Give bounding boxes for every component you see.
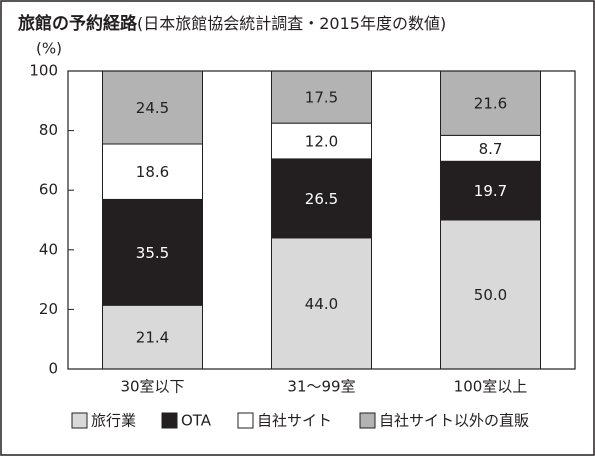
bar-segment [102, 70, 203, 145]
y-tick-label: 0 [48, 360, 58, 378]
legend-label: 自社サイト以外の直販 [379, 412, 529, 430]
legend-swatch [359, 412, 376, 429]
value-label: 21.4 [136, 329, 169, 347]
bar-segment [102, 304, 203, 370]
plot-frame [67, 70, 576, 370]
x-tick-label: 100室以上 [454, 378, 528, 396]
value-label: 50.0 [474, 286, 507, 304]
chart-subtitle: (日本旅館協会統計調査・2015年度の数値) [137, 14, 446, 33]
legend-label: OTA [181, 412, 212, 430]
y-tick-label: 20 [39, 300, 58, 318]
bar-segment [102, 198, 203, 306]
bar-segment [271, 122, 372, 160]
value-label: 12.0 [305, 133, 338, 151]
value-label: 26.5 [305, 190, 338, 208]
y-tick-label: 40 [39, 240, 58, 258]
legend-label: 自社サイト [257, 412, 332, 430]
chart-heading: 旅館の予約経路(日本旅館協会統計調査・2015年度の数値) [18, 13, 446, 34]
legend-swatch [71, 412, 88, 429]
y-tick-label: 100 [29, 62, 58, 80]
value-label: 8.7 [479, 140, 503, 158]
y-tick-label: 60 [39, 181, 58, 199]
bar-segment [440, 219, 541, 370]
bar-segment [440, 160, 541, 221]
value-label: 18.6 [136, 163, 169, 181]
value-label: 24.5 [136, 99, 169, 117]
value-label: 35.5 [136, 244, 169, 262]
x-tick-label: 31～99室 [287, 378, 355, 396]
bar-segment [271, 70, 372, 124]
bar-segment [440, 70, 541, 136]
value-label: 19.7 [474, 182, 507, 200]
legend-swatch [237, 412, 254, 429]
y-tick-label: 80 [39, 121, 58, 139]
legend-label: 旅行業 [91, 412, 136, 430]
value-label: 17.5 [305, 89, 338, 107]
x-tick-label: 30室以下 [120, 378, 184, 396]
bar-segment [271, 237, 372, 370]
legend-swatch [161, 412, 178, 429]
value-label: 44.0 [305, 295, 338, 313]
value-label: 21.6 [474, 95, 507, 113]
bar-segment [271, 158, 372, 239]
chart-title: 旅館の予約経路 [18, 13, 138, 34]
y-unit: (%) [36, 40, 62, 58]
